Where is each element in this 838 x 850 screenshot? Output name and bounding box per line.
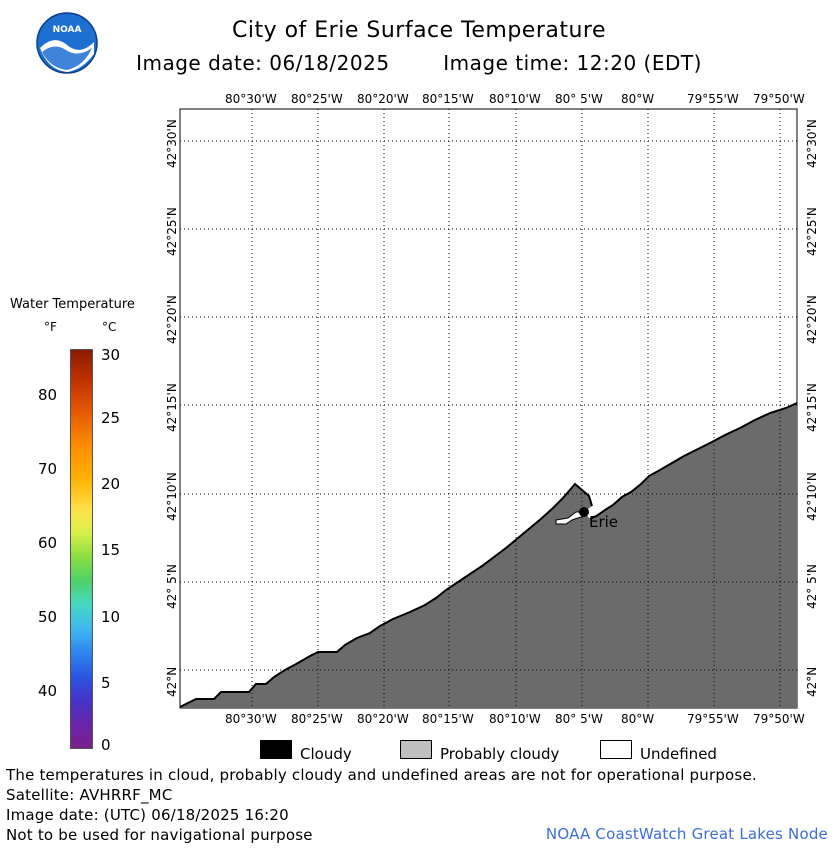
- graticule: [180, 109, 797, 708]
- shoreline: [179, 482, 593, 708]
- legend-swatch: [400, 740, 432, 759]
- legend-label: Probably cloudy: [440, 745, 560, 763]
- footer-navigation: Not to be used for navigational purpose: [6, 826, 313, 844]
- colorbar-tick-c: 30: [101, 346, 121, 364]
- image-time-label: Image time: 12:20 (EDT): [443, 51, 702, 75]
- colorbar-tick-f: 60: [38, 534, 58, 552]
- longitude-label: 80°W: [621, 712, 655, 726]
- latitude-label: 42° 5'N: [165, 564, 179, 609]
- longitude-label: 80°25'W: [291, 92, 343, 106]
- colorbar-tick-f: 70: [38, 460, 58, 478]
- logo-text: NOAA: [53, 25, 82, 35]
- legend-label: Cloudy: [300, 745, 352, 763]
- colorbar-tick-c: 25: [101, 409, 121, 427]
- colorbar-unit-c: °C: [102, 320, 117, 334]
- noaa-logo: NOAA: [36, 12, 98, 74]
- colorbar-tick-f: 80: [38, 386, 58, 404]
- footer-satellite: Satellite: AVHRRF_MC: [6, 786, 173, 804]
- image-date-label: Image date: 06/18/2025: [136, 51, 390, 75]
- map-title: City of Erie Surface Temperature: [231, 18, 607, 43]
- erie-city-marker: [579, 507, 589, 517]
- longitude-label: 80°30'W: [225, 92, 277, 106]
- temperature-colorbar: [70, 349, 93, 749]
- longitude-label: 80°10'W: [489, 92, 541, 106]
- colorbar-tick-c: 5: [101, 674, 111, 692]
- footer-utc-date: Image date: (UTC) 06/18/2025 16:20: [6, 806, 289, 824]
- latitude-label: 42°15'N: [805, 383, 819, 432]
- longitude-label: 79°55'W: [687, 712, 739, 726]
- city-label-erie: Erie: [589, 513, 618, 531]
- colorbar-tick-f: 50: [38, 608, 58, 626]
- longitude-label: 80° 5'W: [555, 712, 603, 726]
- longitude-label: 80°15'W: [422, 712, 474, 726]
- longitude-label: 79°50'W: [753, 712, 805, 726]
- latitude-label: 42°20'N: [805, 295, 819, 344]
- longitude-label: 80°30'W: [225, 712, 277, 726]
- longitude-label: 80°20'W: [357, 92, 409, 106]
- colorbar-unit-f: °F: [44, 320, 57, 334]
- footer-credit: NOAA CoastWatch Great Lakes Node: [545, 825, 828, 843]
- legend-label: Undefined: [640, 745, 717, 763]
- land-area: [180, 403, 797, 708]
- legend-swatch: [600, 740, 632, 759]
- latitude-label: 42°20'N: [165, 295, 179, 344]
- map-subtitle: Image date: 06/18/2025 Image time: 12:20…: [0, 51, 838, 75]
- latitude-label: 42°30'N: [165, 119, 179, 168]
- latitude-label: 42°25'N: [805, 207, 819, 256]
- longitude-label: 80°15'W: [422, 92, 474, 106]
- latitude-label: 42° 5'N: [805, 564, 819, 609]
- longitude-label: 80° 5'W: [555, 92, 603, 106]
- longitude-label: 79°55'W: [687, 92, 739, 106]
- colorbar-tick-f: 40: [38, 682, 58, 700]
- longitude-label: 80°10'W: [489, 712, 541, 726]
- shoreline-east: [589, 402, 798, 520]
- latitude-label: 42°15'N: [165, 383, 179, 432]
- latitude-label: 42°30'N: [805, 119, 819, 168]
- longitude-label: 80°25'W: [291, 712, 343, 726]
- longitude-label: 80°W: [621, 92, 655, 106]
- footer-disclaimer: The temperatures in cloud, probably clou…: [6, 766, 757, 784]
- latitude-label: 42°10'N: [805, 472, 819, 521]
- colorbar-tick-c: 10: [101, 608, 121, 626]
- longitude-label: 79°50'W: [753, 92, 805, 106]
- colorbar-title: Water Temperature: [10, 297, 135, 312]
- colorbar-tick-c: 0: [101, 736, 111, 754]
- legend-swatch: [260, 740, 292, 759]
- colorbar-tick-c: 20: [101, 475, 121, 493]
- latitude-label: 42°N: [165, 666, 179, 697]
- latitude-label: 42°10'N: [165, 472, 179, 521]
- latitude-label: 42°N: [805, 666, 819, 697]
- latitude-label: 42°25'N: [165, 207, 179, 256]
- colorbar-tick-c: 15: [101, 541, 121, 559]
- longitude-label: 80°20'W: [357, 712, 409, 726]
